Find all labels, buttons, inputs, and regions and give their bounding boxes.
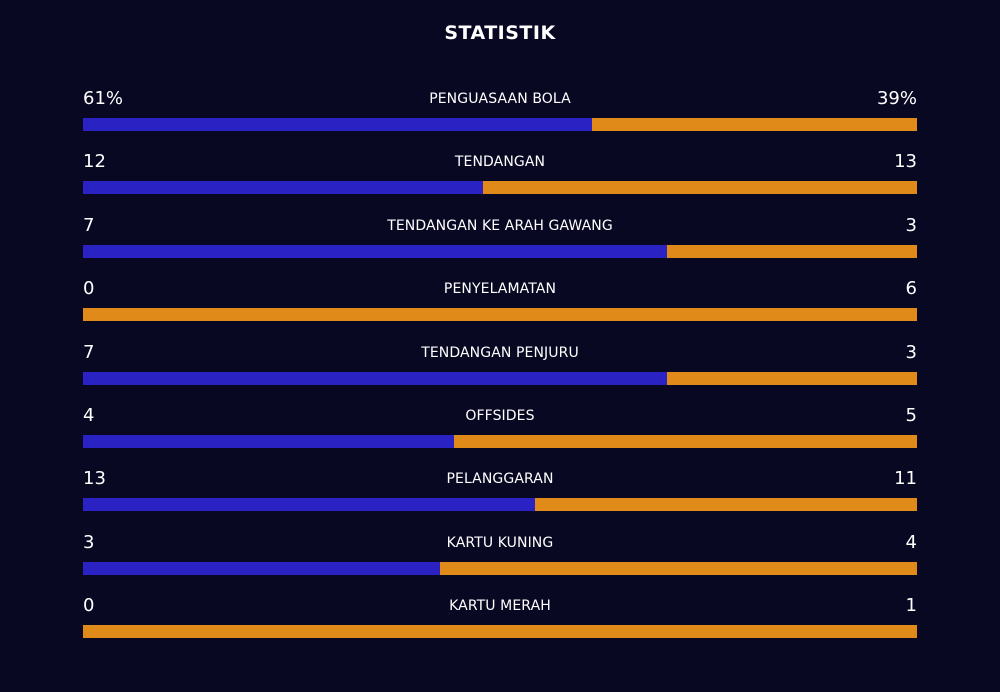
stat-head: 4 OFFSIDES 5 — [83, 397, 917, 435]
comparison-bar — [83, 371, 917, 385]
stat-head: 7 TENDANGAN PENJURU 3 — [83, 334, 917, 372]
stat-label: PENYELAMATAN — [443, 281, 557, 298]
home-value: 7 — [83, 341, 95, 363]
away-bar-fill — [83, 625, 917, 639]
away-value: 6 — [905, 278, 917, 300]
home-value: 13 — [83, 468, 106, 490]
comparison-bar — [83, 244, 917, 258]
home-bar-fill — [83, 371, 667, 385]
home-value: 3 — [83, 531, 95, 553]
stat-head: 0 PENYELAMATAN 6 — [83, 270, 917, 308]
comparison-bar — [83, 181, 917, 195]
home-value: 61% — [83, 88, 124, 109]
stat-label: KARTU MERAH — [449, 598, 551, 615]
comparison-bar — [83, 434, 917, 448]
home-value: 0 — [83, 595, 95, 617]
home-bar-fill — [83, 244, 667, 258]
away-bar-fill — [666, 371, 917, 385]
stat-row-shots: 12 TENDANGAN 13 — [83, 143, 917, 206]
stat-row-offsides: 4 OFFSIDES 5 — [83, 397, 917, 460]
away-bar-fill — [453, 434, 917, 448]
away-value: 5 — [905, 404, 917, 426]
stat-head: 13 PELANGGARAN 11 — [83, 460, 917, 498]
stat-label: OFFSIDES — [465, 407, 535, 424]
away-value: 11 — [894, 468, 917, 490]
stat-row-shots-on-target: 7 TENDANGAN KE ARAH GAWANG 3 — [83, 207, 917, 270]
away-value: 13 — [894, 151, 917, 173]
stat-head: 12 TENDANGAN 13 — [83, 143, 917, 181]
stats-title: STATISTIK — [444, 22, 556, 44]
away-value: 39% — [876, 88, 917, 109]
home-bar-fill — [83, 181, 484, 195]
away-bar-fill — [483, 181, 917, 195]
away-value: 3 — [905, 214, 917, 236]
stat-head: 3 KARTU KUNING 4 — [83, 524, 917, 562]
away-value: 3 — [905, 341, 917, 363]
away-bar-fill — [666, 244, 917, 258]
stat-row-red-cards: 0 KARTU MERAH 1 — [83, 587, 917, 650]
stat-head: 61% PENGUASAAN BOLA 39% — [83, 80, 917, 118]
stat-row-saves: 0 PENYELAMATAN 6 — [83, 270, 917, 333]
stat-row-corners: 7 TENDANGAN PENJURU 3 — [83, 334, 917, 397]
home-value: 4 — [83, 404, 95, 426]
stat-row-yellow-cards: 3 KARTU KUNING 4 — [83, 524, 917, 587]
home-bar-fill — [83, 118, 592, 131]
stat-head: 0 KARTU MERAH 1 — [83, 587, 917, 625]
away-value: 1 — [905, 595, 917, 617]
away-bar-fill — [534, 498, 917, 512]
stat-row-possession: 61% PENGUASAAN BOLA 39% — [83, 80, 917, 143]
away-bar-fill — [440, 561, 917, 575]
stats-list: 61% PENGUASAAN BOLA 39% 12 TENDANGAN 13 … — [83, 80, 917, 651]
home-value: 12 — [83, 151, 106, 173]
comparison-bar — [83, 498, 917, 512]
comparison-bar — [83, 625, 917, 639]
away-bar-fill — [83, 308, 917, 322]
comparison-bar — [83, 118, 917, 131]
stat-label: TENDANGAN — [454, 154, 546, 171]
home-bar-fill — [83, 498, 535, 512]
home-bar-fill — [83, 561, 441, 575]
home-value: 0 — [83, 278, 95, 300]
stat-row-fouls: 13 PELANGGARAN 11 — [83, 460, 917, 523]
comparison-bar — [83, 308, 917, 322]
stat-label: KARTU KUNING — [446, 534, 554, 551]
away-value: 4 — [905, 531, 917, 553]
home-value: 7 — [83, 214, 95, 236]
stat-label: PELANGGARAN — [446, 471, 554, 488]
comparison-bar — [83, 561, 917, 575]
stat-head: 7 TENDANGAN KE ARAH GAWANG 3 — [83, 207, 917, 245]
stat-label: PENGUASAAN BOLA — [429, 91, 571, 107]
away-bar-fill — [591, 118, 917, 131]
stat-label: TENDANGAN PENJURU — [421, 344, 579, 361]
stat-label: TENDANGAN KE ARAH GAWANG — [387, 217, 613, 234]
home-bar-fill — [83, 434, 454, 448]
